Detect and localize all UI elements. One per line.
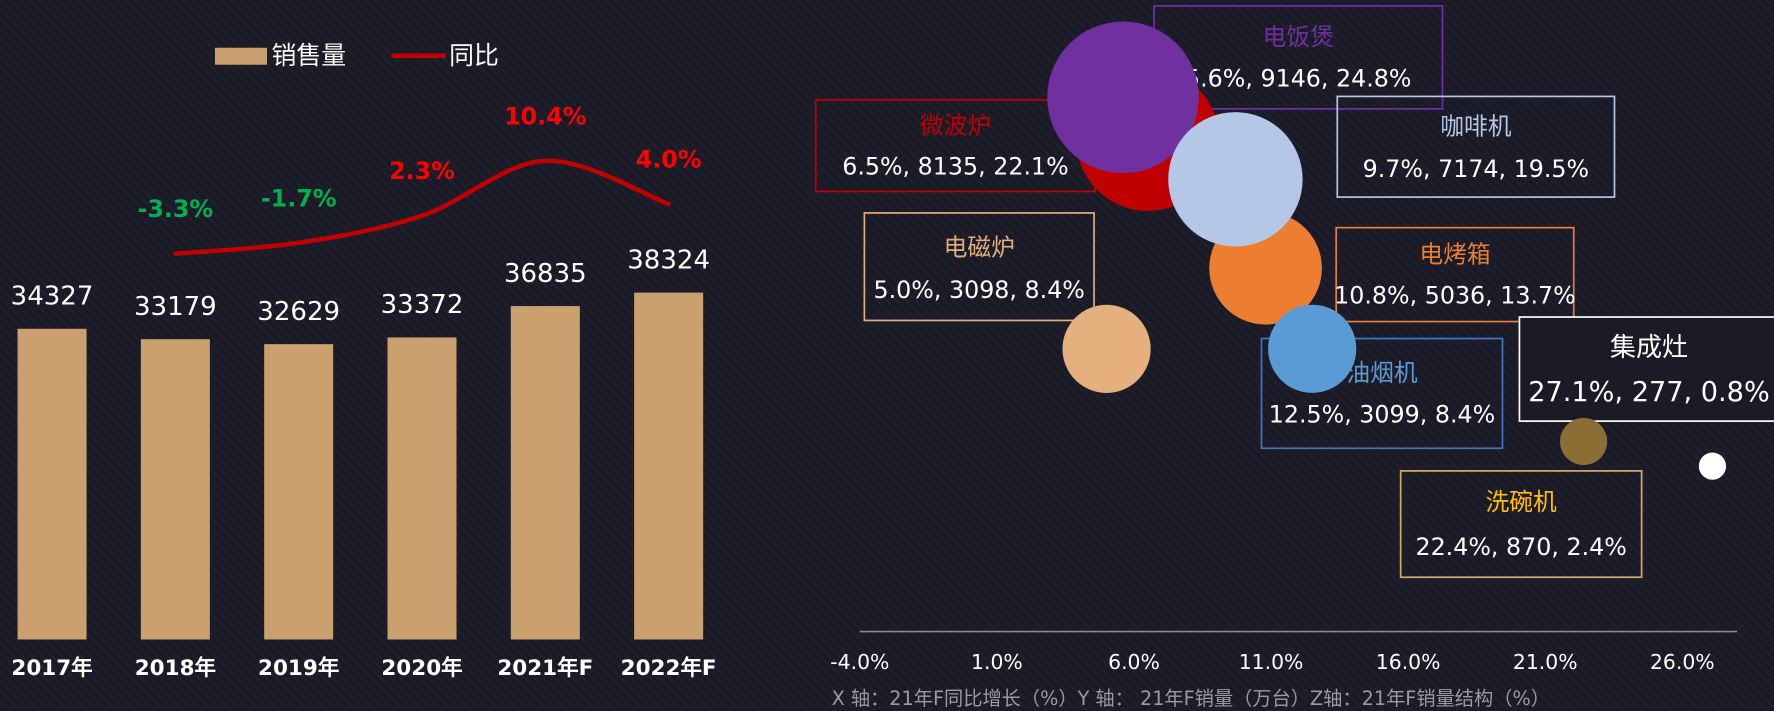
bubble-name: 电饭煲 [1263, 23, 1334, 51]
bubble-name: 洗碗机 [1486, 488, 1558, 516]
bubble-name: 咖啡机 [1440, 113, 1512, 141]
x-axis-title: X 轴：21年F同比增长（%）Y 轴： 21年F销量（万台）Z轴：21年F销量结… [832, 687, 1550, 710]
bar [140, 339, 210, 640]
x-tick-label: 2021年F [497, 655, 593, 681]
line-value-label: 2.3% [389, 157, 455, 185]
bubble-stats: 12.5%, 3099, 8.4% [1269, 400, 1495, 428]
x-tick-label: 16.0% [1376, 650, 1441, 674]
bubble-stats: 27.1%, 277, 0.8% [1528, 376, 1770, 407]
x-tick-label: 2020年 [381, 655, 462, 681]
bar [634, 292, 704, 640]
legend-label: 同比 [449, 41, 499, 70]
bubble [1560, 417, 1608, 466]
bubble-stat: 22.1% [993, 152, 1068, 180]
bubble-stats: 10.8%, 5036, 13.7% [1334, 281, 1576, 309]
bar [510, 306, 580, 640]
bar-line-chart: 销售量 同比 34327 2017年 33179 2018年 32629 2019年 33372… [11, 41, 717, 681]
line-value-label: -3.3% [137, 195, 213, 223]
bubble-stat: 8135 [918, 152, 978, 180]
bubble-stat: 9146 [1260, 64, 1320, 92]
bubble [1268, 304, 1357, 393]
bubble-name: 微波炉 [920, 111, 991, 139]
bar-value-label: 34327 [11, 282, 94, 312]
bubble-stat: 8.4% [1435, 400, 1495, 428]
bubble-stat: 870 [1506, 532, 1551, 560]
bubble-stats: 22.4%, 870, 2.4% [1415, 532, 1626, 560]
bubble-stat: 10.8% [1334, 281, 1409, 309]
bubble-stat: 13.7% [1500, 281, 1575, 309]
label-box [1399, 470, 1643, 579]
bubble-name: 集成灶 [1610, 333, 1688, 363]
line-value-label: 10.4% [504, 102, 587, 130]
bubble-stat: 12.5% [1269, 400, 1344, 428]
bubble-stat: 19.5% [1514, 154, 1589, 182]
bar [17, 328, 87, 640]
bar-value-label: 33179 [134, 292, 217, 322]
label-box [863, 212, 1095, 322]
bubble [1698, 452, 1727, 480]
bubble [1047, 21, 1199, 174]
bubble-stat: 6.5% [842, 152, 902, 180]
bar [264, 344, 334, 640]
bubble-stat: 27.1% [1528, 376, 1614, 407]
x-tick-label: 2019年 [258, 655, 339, 681]
bubble-name: 电烤箱 [1419, 240, 1490, 268]
bar-value-label: 38324 [627, 245, 710, 275]
x-tick-label: 26.0% [1650, 650, 1715, 674]
x-tick-label: -4.0% [830, 650, 889, 674]
bubble-stat: 5036 [1425, 281, 1485, 309]
x-tick-label: 2022年F [621, 655, 717, 681]
x-tick-label: 2017年 [11, 655, 92, 681]
line-value-label: 4.0% [636, 146, 702, 174]
bubble-chart: -4.0% 1.0% 6.0% 11.0% 16.0% 21.0% 26.0% X 轴：21年… [814, 5, 1774, 710]
x-tick-label: 2018年 [135, 655, 216, 681]
bubble-stat: 3099 [1359, 400, 1419, 428]
bubble-stats: 9.7%, 7174, 19.5% [1363, 154, 1589, 182]
bubble-name: 油烟机 [1346, 359, 1418, 387]
legend-label: 销售量 [272, 41, 347, 70]
x-tick-label: 21.0% [1513, 650, 1578, 674]
bubble-stats: 5.0%, 3098, 8.4% [874, 276, 1085, 304]
bubble-stat: 24.8% [1336, 64, 1411, 92]
bubble-name: 电磁炉 [944, 234, 1015, 262]
label-box [1336, 95, 1616, 198]
bubble-stat: 5.0% [874, 276, 934, 304]
label-box [1335, 226, 1575, 323]
line-value-label: -1.7% [261, 184, 337, 212]
x-tick-label: 11.0% [1239, 650, 1304, 674]
label-box [1518, 316, 1774, 422]
bubble-stat: 3098 [949, 276, 1009, 304]
bubble-stat: 22.4% [1415, 532, 1490, 560]
line [173, 158, 671, 256]
bar-value-label: 32629 [257, 297, 340, 327]
label-box [1260, 337, 1504, 450]
bubble [1168, 112, 1303, 247]
x-tick-label: 6.0% [1108, 650, 1160, 674]
bubble-stat: 2.4% [1566, 532, 1626, 560]
bubble-stats: 6.5%, 8135, 22.1% [842, 152, 1068, 180]
bar [387, 337, 457, 640]
bubble [1062, 304, 1151, 393]
bubble-stats: 5.6%, 9146, 24.8% [1185, 64, 1411, 92]
bubble-stat: 7174 [1438, 154, 1498, 182]
bubble-stat: 8.4% [1025, 276, 1085, 304]
bubble-stat: 277 [1632, 376, 1684, 407]
x-tick-label: 1.0% [971, 650, 1023, 674]
bar-value-label: 33372 [381, 290, 464, 320]
legend-swatch [214, 47, 268, 65]
bubble-stat: 0.8% [1701, 376, 1770, 407]
bubble-stat: 9.7% [1363, 154, 1423, 182]
bar-value-label: 36835 [504, 259, 587, 289]
